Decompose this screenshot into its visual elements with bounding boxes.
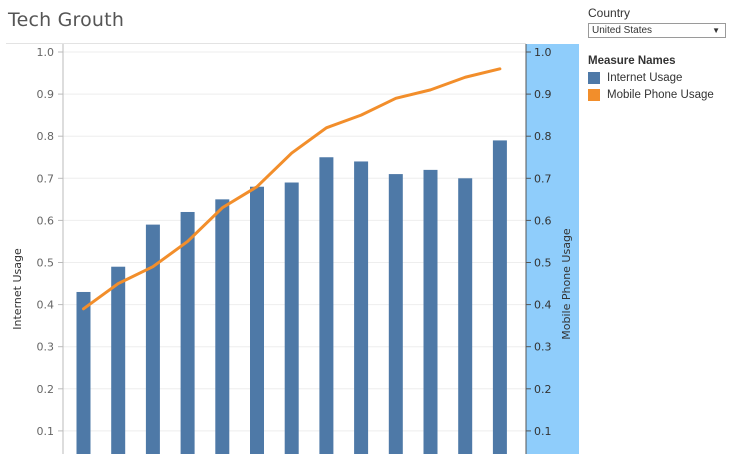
legend-swatch-internet-usage: [588, 72, 600, 84]
legend-title: Measure Names: [588, 55, 676, 67]
y-tick-label: 0.1: [37, 425, 55, 438]
y2-tick-label: 0.8: [534, 130, 552, 143]
y-tick-label: 0.3: [37, 341, 55, 354]
y-axis-title: Internet Usage: [11, 248, 24, 330]
bar-internet-usage[interactable]: [180, 211, 195, 454]
chart-title: Tech Grouth: [8, 9, 125, 31]
y2-tick-label: 1.0: [534, 46, 552, 59]
chevron-down-icon[interactable]: ▼: [712, 26, 720, 35]
y2-tick-label: 0.3: [534, 341, 552, 354]
y2-tick-label: 0.7: [534, 172, 552, 185]
legend-item-mobile-phone-usage[interactable]: Mobile Phone Usage: [588, 89, 733, 101]
bar-internet-usage[interactable]: [250, 186, 264, 454]
y-tick-label: 0.7: [37, 172, 55, 185]
bar-internet-usage[interactable]: [111, 266, 126, 454]
bar-internet-usage[interactable]: [284, 182, 299, 454]
line-mobile-phone-usage[interactable]: [82, 67, 502, 311]
y2-tick-label: 0.2: [534, 383, 552, 396]
legend-label-mobile-phone-usage: Mobile Phone Usage: [607, 89, 714, 101]
y2-tick-label: 0.9: [534, 88, 552, 101]
bar-internet-usage[interactable]: [76, 291, 91, 454]
title-divider: [6, 43, 526, 44]
y-tick-label: 1.0: [37, 46, 55, 59]
y-tick-label: 0.9: [37, 88, 55, 101]
bar-internet-usage[interactable]: [354, 161, 369, 454]
country-dropdown[interactable]: United States ▼: [588, 23, 726, 38]
y2-tick-label: 0.6: [534, 214, 552, 227]
legend-label-internet-usage: Internet Usage: [607, 72, 683, 84]
bar-internet-usage[interactable]: [319, 157, 334, 454]
y-tick-label: 0.2: [37, 383, 55, 396]
y2-tick-label: 0.4: [534, 299, 552, 312]
right-axis-highlight[interactable]: [526, 44, 579, 454]
bar-internet-usage[interactable]: [492, 140, 507, 454]
y-tick-label: 0.6: [37, 214, 55, 227]
y2-tick-label: 0.1: [534, 425, 552, 438]
bar-internet-usage[interactable]: [458, 178, 473, 454]
y-tick-label: 0.8: [37, 130, 55, 143]
bar-internet-usage[interactable]: [423, 169, 438, 454]
side-panel: Country United States ▼ Measure Names In…: [588, 6, 733, 101]
bar-internet-usage[interactable]: [215, 199, 230, 454]
y-tick-label: 0.5: [37, 257, 55, 270]
y-tick-label: 0.4: [37, 299, 55, 312]
bar-internet-usage[interactable]: [145, 224, 160, 454]
y2-tick-label: 0.5: [534, 257, 552, 270]
country-filter-label: Country: [588, 6, 631, 20]
country-selected-value: United States: [592, 25, 653, 36]
legend-swatch-mobile-phone-usage: [588, 89, 600, 101]
bar-internet-usage[interactable]: [388, 174, 403, 454]
y2-axis-title: Mobile Phone Usage: [560, 228, 573, 340]
legend-item-internet-usage[interactable]: Internet Usage: [588, 72, 733, 84]
